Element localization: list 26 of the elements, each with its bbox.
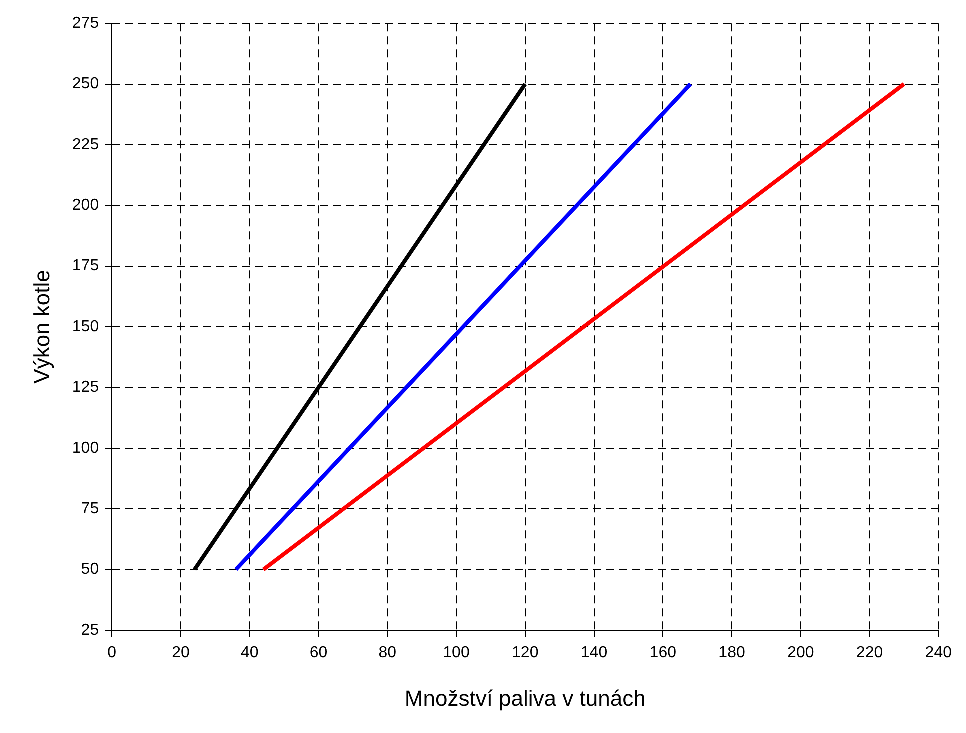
x-tick-label: 160 <box>650 644 677 662</box>
y-tick-label: 75 <box>81 500 100 518</box>
y-tick-label: 200 <box>72 197 100 214</box>
y-tick-label: 100 <box>72 440 100 457</box>
y-tick-label: 175 <box>72 258 100 275</box>
y-tick-label: 275 <box>72 15 100 32</box>
x-tick-label: 240 <box>925 644 952 662</box>
x-axis-title: Množství paliva v tunách <box>404 686 646 711</box>
y-tick-label: 150 <box>72 318 100 336</box>
x-tick-label: 200 <box>788 644 814 662</box>
y-tick-label: 25 <box>81 622 100 639</box>
x-tick-label: 100 <box>443 644 470 662</box>
x-tick-label: 80 <box>378 644 397 662</box>
x-tick-label: 180 <box>718 644 746 662</box>
y-tick-label: 50 <box>81 561 100 578</box>
x-tick-label: 20 <box>172 644 190 662</box>
x-tick-label: 140 <box>580 644 608 662</box>
x-tick-label: 40 <box>240 644 259 662</box>
y-tick-label: 125 <box>72 379 100 396</box>
y-tick-label: 225 <box>72 136 100 154</box>
x-tick-label: 0 <box>108 644 117 662</box>
x-tick-label: 60 <box>310 644 328 662</box>
y-axis-title: Výkon kotle <box>29 270 54 384</box>
x-tick-label: 220 <box>856 644 884 662</box>
x-tick-label: 120 <box>512 644 539 662</box>
y-tick-label: 250 <box>72 76 100 93</box>
